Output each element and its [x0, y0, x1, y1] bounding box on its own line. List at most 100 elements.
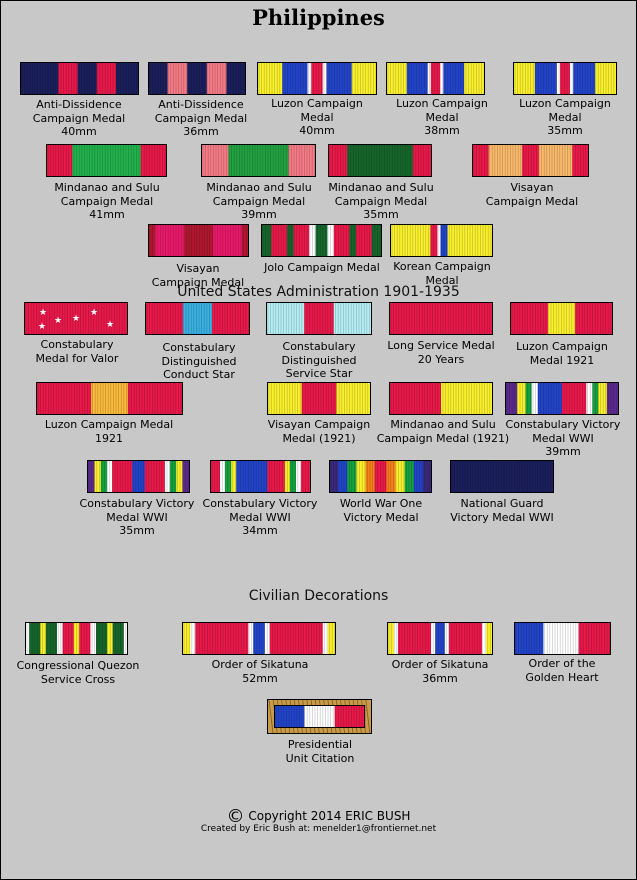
ribbon-stripe	[472, 144, 490, 177]
ribbon-stripe	[219, 460, 226, 493]
ribbon-stripe	[347, 460, 357, 493]
ribbon-border	[513, 62, 617, 95]
ribbon-label-korean-campaign-medal-11: Korean Campaign Medal	[393, 260, 491, 287]
ribbon-label-visayan-campaign-medal-9: Visayan Campaign Medal	[151, 262, 245, 289]
ribbon-stripe	[112, 622, 125, 655]
ribbon-label-constabulary-distinguished-service-star-14: Constabulary Distinguished Service Star	[281, 340, 357, 380]
ribbon-stripe	[326, 62, 353, 95]
ribbon-stripe	[356, 460, 366, 493]
ribbon-stripe	[430, 62, 441, 95]
ribbon-stripe	[349, 224, 357, 257]
ribbon-label-constabulary-medal-for-valor-12: Constabulary Medal for Valor	[35, 338, 119, 365]
ribbon-stripe	[253, 622, 266, 655]
ribbon-stripe	[374, 460, 387, 493]
ribbon-border	[387, 622, 493, 655]
ribbon-stripe	[144, 460, 166, 493]
ribbon-stripe	[311, 62, 323, 95]
ribbon-label-luzon-campaign-medal-1921-17: Luzon Campaign Medal 1921	[44, 418, 174, 445]
ribbon-mindanao-and-sulu-campaign-medal-1921-19	[389, 382, 493, 415]
ribbon-order-of-the-golden-heart-28	[514, 622, 611, 655]
ribbon-border	[182, 622, 336, 655]
ribbon-stripe	[148, 62, 168, 95]
section-heading-us-administration: United States Administration 1901-1935	[177, 284, 460, 300]
ribbon-stripe	[395, 460, 405, 493]
ribbon-border	[266, 302, 372, 335]
ribbon-stripe	[464, 62, 485, 95]
ribbon-border	[472, 144, 589, 177]
ribbon-stripe	[184, 224, 214, 257]
ribbon-label-congressional-quezon-service-cross-25: Congressional Quezon Service Cross	[16, 659, 140, 686]
ribbon-stripe	[287, 224, 294, 257]
ribbon-stripe	[261, 224, 272, 257]
ribbon-stripe	[538, 144, 573, 177]
ribbon-stripe	[488, 144, 523, 177]
ribbon-stripe	[224, 460, 232, 493]
ribbon-luzon-campaign-medal-38mm-3	[386, 62, 485, 95]
ribbon-stripe	[389, 302, 493, 335]
ribbon-presidential-unit-citation-29	[267, 699, 372, 734]
ribbon-stripe	[236, 460, 268, 493]
ribbon-stripe	[440, 224, 448, 257]
ribbon-stripe	[575, 302, 613, 335]
ribbon-stripe	[96, 62, 117, 95]
ribbon-stripe	[386, 62, 408, 95]
ribbon-stripe	[393, 622, 399, 655]
copyright-line: © Copyright 2014 ERIC BUSH	[1, 806, 636, 827]
ribbon-border	[148, 62, 246, 95]
ribbon-constabulary-victory-medal-wwi-35mm-21	[87, 460, 190, 493]
ribbon-jolo-campaign-medal-10	[261, 224, 382, 257]
ribbon-stripe	[531, 382, 539, 415]
ribbon-mindanao-and-sulu-campaign-medal-35mm-7	[328, 144, 432, 177]
ribbon-stripe	[390, 224, 431, 257]
ribbon-stripe	[36, 382, 92, 415]
ribbon-stripe	[293, 224, 310, 257]
ribbon-border	[257, 62, 377, 95]
ribbon-stripe	[327, 224, 335, 257]
ribbon-stripe	[441, 382, 493, 415]
ribbon-stripe	[282, 62, 308, 95]
ribbon-stripe	[24, 302, 128, 335]
ribbon-border	[390, 224, 493, 257]
ribbon-stripe	[592, 382, 599, 415]
ribbon-label-luzon-campaign-medal-40mm-2: Luzon Campaign Medal 40mm	[271, 97, 363, 137]
ribbon-stripe	[514, 622, 544, 655]
ribbon-label-mindanao-and-sulu-campaign-medal-39mm-6: Mindanao and Sulu Campaign Medal 39mm	[206, 181, 312, 221]
ribbon-stripe	[387, 622, 395, 655]
star-device-icon: ★	[106, 320, 114, 330]
ribbon-stripe	[90, 622, 97, 655]
ribbon-label-order-of-the-golden-heart-28: Order of the Golden Heart	[525, 657, 599, 684]
ribbon-stripe	[274, 705, 305, 728]
ribbon-stripe	[127, 382, 183, 415]
ribbon-stripe	[266, 302, 305, 335]
ribbon-border	[328, 144, 432, 177]
frame-leaf-line	[268, 699, 274, 734]
ribbon-border	[267, 382, 371, 415]
ribbon-label-long-service-medal-20-years-15: Long Service Medal 20 Years	[387, 339, 495, 366]
ribbon-stripe	[447, 224, 493, 257]
copyright-text: Copyright 2014 ERIC BUSH	[248, 809, 411, 823]
ribbon-border	[389, 382, 493, 415]
ribbon-mindanao-and-sulu-campaign-medal-41mm-5	[46, 144, 167, 177]
ribbon-border	[46, 144, 167, 177]
ribbon-mindanao-and-sulu-campaign-medal-39mm-6	[201, 144, 316, 177]
ribbon-stripe	[365, 460, 375, 493]
ribbon-stripe	[398, 622, 432, 655]
ribbon-stripe	[322, 622, 329, 655]
ribbon-stripe	[404, 460, 415, 493]
ribbon-stripe	[167, 62, 188, 95]
ribbon-stripe	[58, 62, 78, 95]
ribbon-stripe	[522, 144, 540, 177]
ribbon-stripe	[606, 382, 619, 415]
ribbon-stripe	[560, 62, 571, 95]
ribbon-long-service-medal-20-years-15	[389, 302, 493, 335]
ribbon-constabulary-victory-medal-wwi-39mm-20	[505, 382, 619, 415]
ribbon-luzon-campaign-medal-1921-16	[510, 302, 613, 335]
ribbon-label-constabulary-victory-medal-wwi-39mm-20: Constabulary Victory Medal WWI 39mm	[505, 418, 621, 458]
ribbon-visayan-campaign-medal-9	[148, 224, 249, 257]
ribbon-stripe	[182, 622, 191, 655]
ribbon-constabulary-distinguished-conduct-star-13	[145, 302, 250, 335]
ribbon-stripe	[598, 382, 608, 415]
ribbon-stripe	[430, 224, 438, 257]
ribbon-stripe	[46, 144, 73, 177]
ribbon-stripe	[210, 460, 221, 493]
